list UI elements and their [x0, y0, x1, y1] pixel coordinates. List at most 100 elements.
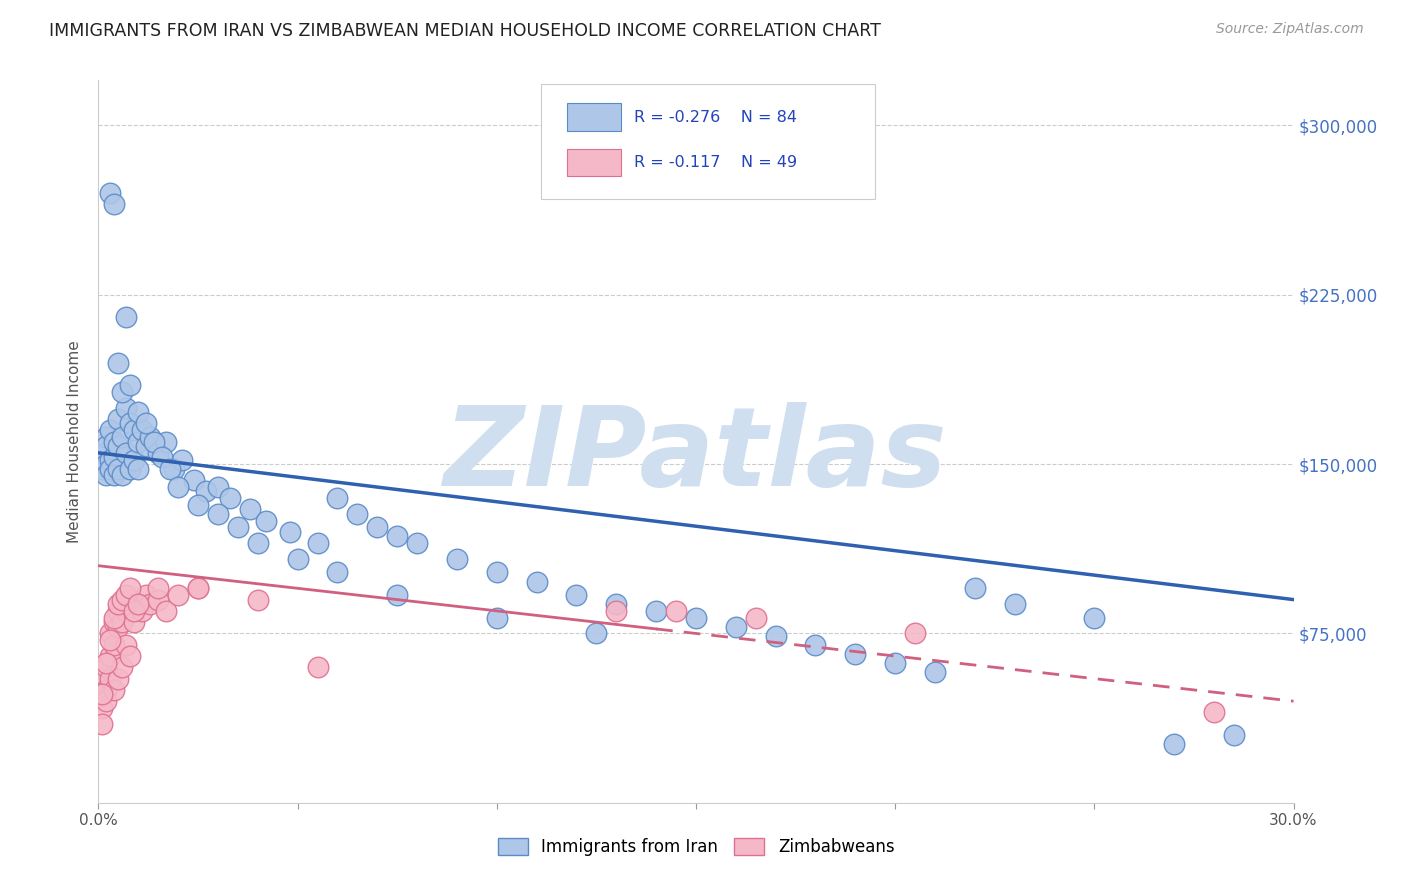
Point: [745, 610, 768, 624]
Point: [446, 552, 468, 566]
Point: [98, 461, 122, 475]
Point: [326, 491, 349, 505]
Point: [148, 582, 170, 596]
Point: [96, 694, 118, 708]
Point: [103, 434, 125, 449]
Point: [485, 610, 508, 624]
Point: [904, 626, 927, 640]
Point: [187, 498, 209, 512]
Point: [287, 552, 309, 566]
Point: [91, 687, 114, 701]
Point: [120, 592, 142, 607]
Point: [111, 430, 134, 444]
Point: [111, 615, 134, 630]
Point: [127, 461, 149, 475]
Point: [127, 405, 149, 419]
Point: [98, 423, 122, 437]
Point: [107, 461, 129, 475]
Point: [167, 480, 190, 494]
Point: [91, 461, 114, 475]
Point: [111, 384, 134, 399]
Point: [1202, 706, 1225, 720]
Point: [226, 520, 249, 534]
Point: [107, 620, 129, 634]
Point: [120, 648, 142, 663]
Point: [103, 682, 125, 697]
Point: [131, 423, 153, 437]
Point: [107, 355, 129, 369]
Point: [98, 626, 122, 640]
Point: [96, 468, 118, 483]
Point: [115, 446, 138, 460]
Point: [278, 524, 301, 539]
Point: [115, 588, 138, 602]
Point: [366, 520, 388, 534]
Point: [135, 417, 157, 431]
Point: [96, 682, 118, 697]
Legend: Immigrants from Iran, Zimbabweans: Immigrants from Iran, Zimbabweans: [491, 831, 901, 863]
Point: [107, 672, 129, 686]
FancyBboxPatch shape: [541, 84, 876, 200]
Point: [605, 597, 627, 611]
Point: [135, 439, 157, 453]
Text: ZIPatlas: ZIPatlas: [444, 402, 948, 509]
FancyBboxPatch shape: [567, 149, 620, 177]
Point: [124, 423, 146, 437]
Point: [139, 597, 162, 611]
Point: [115, 310, 138, 325]
Point: [96, 430, 118, 444]
Point: [115, 401, 138, 415]
Text: IMMIGRANTS FROM IRAN VS ZIMBABWEAN MEDIAN HOUSEHOLD INCOME CORRELATION CHART: IMMIGRANTS FROM IRAN VS ZIMBABWEAN MEDIA…: [49, 22, 882, 40]
Point: [172, 452, 194, 467]
Point: [1004, 597, 1026, 611]
Point: [685, 610, 707, 624]
Point: [406, 536, 429, 550]
Point: [385, 529, 409, 543]
Point: [163, 461, 186, 475]
Point: [107, 412, 129, 426]
Point: [307, 660, 329, 674]
Point: [167, 588, 190, 602]
Point: [98, 633, 122, 648]
Point: [111, 468, 134, 483]
Point: [98, 648, 122, 663]
Point: [207, 480, 229, 494]
Point: [127, 597, 149, 611]
Point: [645, 604, 668, 618]
Point: [103, 615, 125, 630]
Point: [346, 507, 368, 521]
Point: [103, 638, 125, 652]
Point: [605, 604, 627, 618]
Point: [96, 656, 118, 670]
Point: [155, 604, 177, 618]
Point: [91, 446, 114, 460]
Point: [103, 450, 125, 465]
Point: [127, 597, 149, 611]
Point: [155, 434, 177, 449]
Point: [111, 660, 134, 674]
Point: [1163, 737, 1185, 751]
Point: [187, 582, 209, 596]
Point: [103, 610, 125, 624]
Point: [148, 592, 170, 607]
Point: [844, 647, 866, 661]
Point: [98, 186, 122, 201]
Point: [565, 588, 588, 602]
Point: [385, 588, 409, 602]
Point: [195, 484, 218, 499]
Y-axis label: Median Household Income: Median Household Income: [67, 340, 83, 543]
Point: [219, 491, 242, 505]
Point: [96, 439, 118, 453]
Point: [924, 665, 946, 679]
Text: Source: ZipAtlas.com: Source: ZipAtlas.com: [1216, 22, 1364, 37]
Point: [246, 592, 269, 607]
Point: [665, 604, 688, 618]
Point: [307, 536, 329, 550]
Point: [187, 582, 209, 596]
Point: [139, 430, 162, 444]
Point: [246, 536, 269, 550]
Point: [724, 620, 747, 634]
Point: [183, 473, 205, 487]
Point: [485, 566, 508, 580]
Point: [804, 638, 827, 652]
